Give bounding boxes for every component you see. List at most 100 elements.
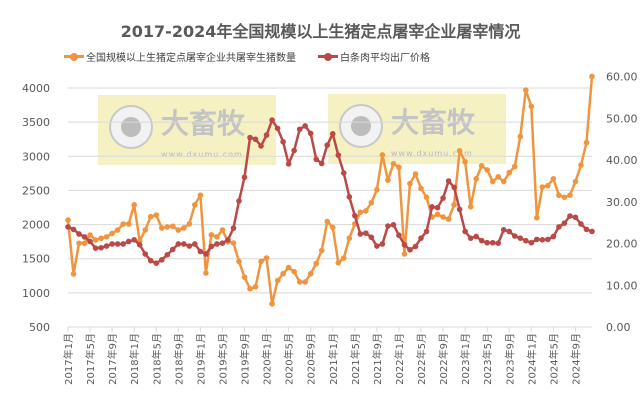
data-point-price — [114, 241, 121, 247]
data-point-price — [329, 131, 336, 137]
data-point-slaughter-count — [247, 285, 253, 292]
x-tick-label: 2021年5月 — [349, 333, 362, 385]
watermark-url: www.dxumu.com — [161, 150, 243, 159]
data-point-slaughter-count — [561, 194, 568, 201]
data-point-slaughter-count — [396, 164, 402, 171]
data-point-slaughter-count — [489, 178, 496, 185]
data-point-price — [390, 221, 397, 228]
data-point-price — [500, 227, 507, 233]
data-point-slaughter-count — [186, 221, 193, 227]
data-point-price — [175, 241, 182, 247]
data-point-slaughter-count — [385, 177, 391, 183]
data-point-price — [120, 241, 126, 247]
data-point-price — [495, 240, 502, 246]
watermark-brand: 大畜牧 — [161, 107, 246, 140]
x-tick-label: 2019年5月 — [216, 333, 229, 385]
x-tick-label: 2022年5月 — [415, 333, 428, 385]
data-point-price — [467, 235, 474, 241]
data-point-price — [76, 231, 82, 237]
data-point-slaughter-count — [534, 214, 540, 221]
data-point-price — [517, 235, 524, 241]
data-point-slaughter-count — [550, 176, 557, 182]
data-point-slaughter-count — [192, 201, 198, 208]
x-tick-label: 2020年1月 — [261, 333, 274, 385]
data-point-slaughter-count — [307, 270, 314, 277]
data-point-price — [423, 228, 430, 235]
data-point-price — [462, 228, 468, 235]
y-left-tick-label: 3500 — [22, 116, 50, 129]
data-point-slaughter-count — [153, 212, 160, 218]
legend-item-slaughter-count: 全国规模以上生猪定点屠宰企业共屠宰生猪数量 — [64, 49, 296, 64]
data-point-slaughter-count — [418, 185, 424, 192]
x-tick-label: 2024年1月 — [525, 333, 538, 385]
data-point-price — [572, 214, 579, 221]
data-point-price — [434, 204, 441, 211]
data-point-price — [153, 260, 160, 266]
data-point-slaughter-count — [484, 167, 491, 173]
data-point-price — [550, 233, 557, 240]
data-point-slaughter-count — [302, 279, 308, 285]
data-point-slaughter-count — [511, 163, 518, 170]
data-point-price — [164, 252, 171, 258]
watermark-url: www.dxumu.com — [391, 149, 473, 158]
data-point-price — [285, 161, 292, 167]
data-point-slaughter-count — [208, 232, 215, 238]
data-point-price — [340, 170, 347, 176]
data-point-slaughter-count — [495, 173, 502, 180]
x-tick-label: 2018年5月 — [150, 333, 163, 385]
data-point-price — [269, 117, 275, 123]
data-point-slaughter-count — [401, 251, 408, 257]
data-point-slaughter-count — [313, 260, 320, 267]
data-point-slaughter-count — [335, 260, 342, 266]
data-point-slaughter-count — [500, 178, 507, 185]
data-point-slaughter-count — [269, 300, 275, 307]
y-right-tick-label: 0.00 — [606, 321, 631, 334]
data-point-price — [318, 160, 325, 167]
data-point-slaughter-count — [131, 201, 137, 208]
data-point-price — [92, 245, 99, 251]
data-point-slaughter-count — [197, 192, 204, 199]
data-point-slaughter-count — [114, 227, 121, 233]
data-point-price — [478, 237, 485, 244]
data-point-price — [302, 123, 308, 129]
data-point-price — [534, 236, 540, 243]
y-left-tick-label: 1000 — [22, 287, 50, 300]
data-point-slaughter-count — [285, 264, 292, 271]
data-point-price — [324, 142, 331, 148]
watermark-logo-icon — [351, 116, 371, 136]
data-point-price — [440, 195, 446, 201]
data-point-slaughter-count — [87, 232, 93, 238]
data-point-price — [274, 125, 281, 132]
data-point-slaughter-count — [412, 171, 419, 177]
data-point-price — [506, 228, 513, 235]
data-point-slaughter-count — [120, 221, 126, 227]
data-point-price — [352, 212, 358, 219]
data-point-price — [296, 126, 303, 133]
y-left-tick-label: 4000 — [22, 82, 50, 95]
legend-label: 白条肉平均出厂价格 — [340, 53, 430, 64]
data-point-price — [109, 241, 115, 247]
x-tick-label: 2021年1月 — [327, 333, 340, 385]
x-tick-label: 2022年9月 — [437, 333, 450, 385]
x-tick-label: 2020年5月 — [283, 333, 296, 385]
data-point-price — [214, 241, 220, 247]
data-point-slaughter-count — [456, 148, 463, 154]
data-point-slaughter-count — [170, 223, 176, 230]
data-point-price — [98, 244, 104, 251]
data-point-slaughter-count — [81, 240, 88, 247]
data-point-price — [225, 237, 231, 243]
y-right-tick-label: 30.00 — [606, 196, 638, 209]
data-point-slaughter-count — [346, 235, 353, 242]
x-tick-label: 2018年9月 — [172, 333, 185, 385]
data-point-slaughter-count — [92, 237, 99, 243]
data-point-price — [65, 224, 71, 230]
data-point-price — [158, 257, 165, 263]
x-tick-label: 2024年9月 — [569, 333, 582, 385]
y-left-tick-label: 2500 — [22, 184, 50, 197]
data-point-price — [280, 138, 286, 145]
data-point-price — [456, 206, 463, 213]
data-point-slaughter-count — [451, 201, 457, 208]
y-right-tick-label: 20.00 — [606, 238, 638, 251]
data-point-price — [445, 178, 452, 184]
y-right-tick-label: 60.00 — [606, 71, 638, 84]
